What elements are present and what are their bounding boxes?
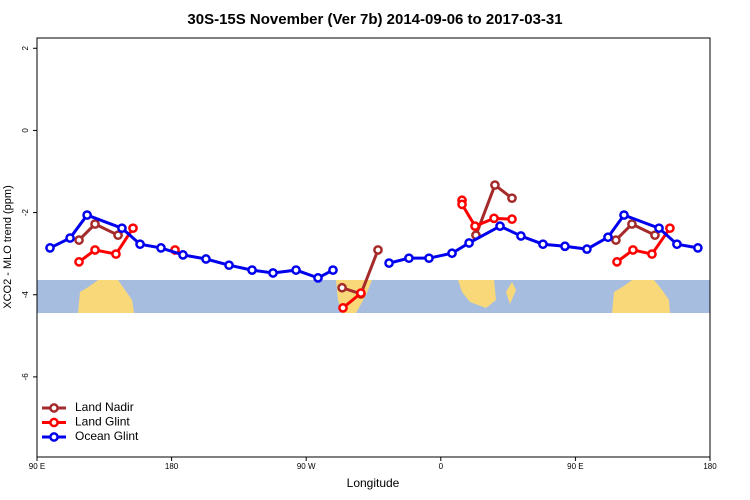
data-point (404, 253, 414, 264)
legend-marker (49, 432, 59, 442)
land-shape (458, 280, 496, 308)
legend-label: Land Nadir (75, 400, 134, 414)
data-point (45, 243, 55, 253)
data-point (619, 210, 629, 220)
data-point (111, 249, 121, 259)
data-point (495, 221, 505, 231)
data-point (627, 219, 637, 229)
x-tick-label: 180 (703, 462, 717, 471)
data-point (90, 245, 100, 255)
data-point (507, 214, 517, 225)
data-point (268, 268, 278, 278)
data-point (560, 241, 570, 252)
data-point (424, 253, 434, 264)
data-point (113, 230, 123, 241)
data-point (313, 273, 323, 283)
data-point (201, 254, 211, 264)
data-point (135, 239, 145, 250)
data-point (128, 223, 138, 234)
plot-frame (36, 37, 711, 458)
data-point (672, 239, 682, 250)
data-point (117, 223, 127, 234)
data-point (470, 221, 480, 231)
chart-title: 30S-15S November (Ver 7b) 2014-09-06 to … (187, 11, 562, 28)
data-point (82, 210, 92, 220)
data-point (650, 230, 660, 241)
y-tick-label: -2 (21, 208, 30, 216)
y-tick-label: 2 (21, 45, 30, 50)
data-point (74, 235, 84, 245)
y-tick-label: 0 (21, 128, 30, 133)
y-tick-label: -4 (21, 291, 30, 299)
x-axis-label: Longitude (347, 476, 400, 490)
x-tick-label: 180 (165, 462, 179, 471)
data-point (647, 249, 657, 259)
data-point (156, 243, 166, 253)
data-point (74, 257, 84, 267)
land-shape (78, 280, 134, 313)
data-point (490, 180, 500, 190)
data-point (178, 250, 188, 260)
data-point (373, 245, 383, 255)
data-point (464, 238, 474, 248)
data-point (603, 232, 613, 243)
legend-label: Ocean Glint (75, 429, 139, 443)
land-shape (506, 282, 516, 304)
y-axis-label: XCO2 - MLO trend (ppm) (2, 185, 14, 308)
data-point (489, 213, 499, 224)
x-tick-label: 0 (439, 462, 444, 471)
data-point (582, 244, 592, 254)
data-point (538, 239, 548, 250)
legend-marker (49, 403, 59, 413)
data-point (224, 260, 234, 271)
data-point (628, 245, 638, 255)
data-point (247, 265, 257, 275)
legend-marker (49, 417, 59, 428)
data-point (291, 265, 301, 275)
data-point (457, 199, 467, 210)
series-line (78, 200, 672, 310)
data-point (665, 223, 675, 234)
data-point (507, 193, 517, 204)
data-point (612, 257, 622, 267)
series-line (77, 182, 656, 296)
x-tick-label: 90 E (29, 462, 45, 471)
data-point (338, 303, 348, 313)
data-point (90, 219, 100, 229)
ocean-band (37, 280, 710, 313)
data-point (328, 265, 338, 275)
series-line (49, 213, 699, 280)
map-band (37, 280, 710, 313)
data-point (611, 235, 621, 245)
legend-label: Land Glint (75, 415, 130, 429)
data-point (65, 233, 75, 243)
data-point (356, 288, 366, 298)
data-point (654, 223, 664, 234)
x-tick-label: 90 E (567, 462, 583, 471)
y-tick-label: -6 (21, 373, 30, 381)
data-point (384, 258, 394, 268)
land-shape (612, 280, 670, 313)
data-point (693, 243, 703, 253)
data-point (337, 282, 347, 293)
x-tick-label: 90 W (297, 462, 316, 471)
data-point (516, 231, 526, 241)
data-point (447, 248, 457, 259)
